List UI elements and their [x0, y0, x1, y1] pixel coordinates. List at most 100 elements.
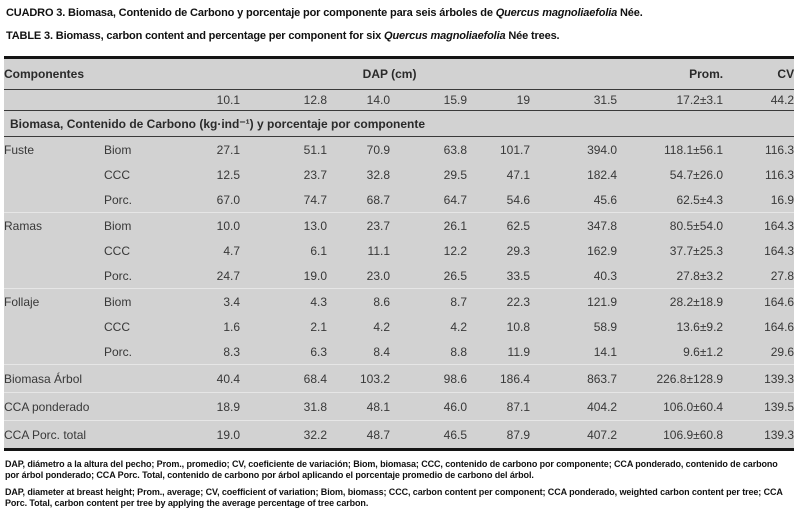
component-label	[4, 238, 104, 263]
prom-cell: 118.1±56.1	[664, 142, 724, 157]
prom-cell: 28.2±18.9	[617, 288, 724, 314]
value-cell: 182.4	[587, 167, 618, 182]
cv-cell: 164.3	[764, 243, 795, 258]
prom-cell: 226.8±128.9	[617, 364, 724, 393]
cv-cell: 164.3	[723, 212, 795, 238]
value-cell: 4.3	[240, 288, 328, 314]
value-cell: 19.0	[162, 420, 241, 450]
value-cell: 8.4	[373, 344, 391, 359]
table-row: CCC 1.6 2.1 4.2 4.2 10.8 58.9 13.6±9.2 1…	[4, 314, 794, 339]
value-cell: 45.6	[593, 192, 618, 207]
value-cell: 87.1	[467, 392, 531, 421]
prom-cell: 106.0±60.4	[617, 392, 724, 421]
value-cell: 23.7	[327, 212, 391, 238]
value-cell: 48.1	[327, 392, 391, 421]
value-cell: 11.9	[507, 344, 531, 359]
table-row-cca-weighted: CCA ponderado 18.9 31.8 48.1 46.0 87.1 4…	[4, 392, 795, 421]
cv-cell: 139.5	[723, 392, 795, 421]
value-cell: 14.1	[593, 344, 618, 359]
table-row: Porc. 67.0 74.7 68.7 64.7 54.6 45.6 62.5…	[4, 187, 794, 213]
component-label	[4, 187, 104, 213]
table-row: Follaje Biom 3.4 4.3 8.6 8.7 22.3 121.9 …	[4, 288, 795, 314]
value-cell: 4.2	[373, 319, 391, 334]
header-componentes: Componentes	[4, 57, 163, 90]
biomass-carbon-table: Componentes DAP (cm) Prom. CV 10.1 12.8 …	[4, 56, 795, 451]
value-cell: 74.7	[303, 192, 328, 207]
caption-english: TABLE 3. Biomass, carbon content and per…	[6, 30, 792, 43]
value-cell: 8.8	[450, 344, 468, 359]
measure-label: CCC	[104, 243, 130, 258]
value-cell: 68.7	[366, 192, 391, 207]
measure-label: CCC	[104, 167, 130, 182]
value-cell: 22.3	[467, 288, 531, 314]
caption-es-text: CUADRO 3. Biomasa, Contenido de Carbono …	[6, 7, 496, 19]
table-row-total-biomass: Biomasa Árbol 40.4 68.4 103.2 98.6 186.4…	[4, 364, 795, 393]
measure-label: Biom	[104, 212, 163, 238]
dap-prom-value: 17.2±3.1	[617, 89, 724, 111]
measure-label: CCC	[104, 319, 130, 334]
value-cell: 24.7	[216, 268, 241, 283]
dap-tree-value: 19	[467, 89, 531, 111]
cv-cell: 139.3	[723, 364, 795, 393]
component-label	[4, 339, 104, 365]
table-captions: CUADRO 3. Biomasa, Contenido de Carbono …	[0, 0, 798, 43]
species-name-italic: Quercus magnoliaefolia	[495, 7, 618, 19]
summary-label: CCA ponderado	[4, 392, 163, 421]
table-row-cca-percent-total: CCA Porc. total 19.0 32.2 48.7 46.5 87.9…	[4, 420, 795, 450]
species-name-italic: Quercus magnoliaefolia	[384, 30, 506, 42]
subheader-row: 10.1 12.8 14.0 15.9 19 31.5 17.2±3.1 44.…	[4, 89, 795, 111]
value-cell: 10.8	[506, 319, 531, 334]
value-cell: 407.2	[530, 420, 618, 450]
cv-cell: 116.3	[764, 167, 795, 182]
dap-tree-value: 15.9	[390, 89, 468, 111]
value-cell: 51.1	[303, 142, 328, 157]
component-label: Ramas	[4, 212, 104, 238]
dap-tree-value: 12.8	[240, 89, 328, 111]
table-row: Fuste Biom 27.1 51.1 70.9 63.8 101.7 394…	[4, 137, 794, 163]
value-cell: 29.5	[443, 167, 468, 182]
value-cell: 62.5	[467, 212, 531, 238]
value-cell: 6.1	[310, 243, 328, 258]
value-cell: 863.7	[530, 364, 618, 393]
value-cell: 87.9	[467, 420, 531, 450]
value-cell: 70.9	[366, 142, 391, 157]
value-cell: 12.2	[443, 243, 468, 258]
dap-tree-value: 31.5	[530, 89, 618, 111]
prom-cell: 37.7±25.3	[669, 243, 724, 258]
dap-cv-value: 44.2	[723, 89, 795, 111]
caption-en-suffix: Née trees.	[505, 30, 560, 42]
section-header-row: Biomasa, Contenido de Carbono (kg·ind⁻¹)…	[4, 110, 795, 137]
value-cell: 103.2	[327, 364, 391, 393]
header-row: Componentes DAP (cm) Prom. CV	[4, 57, 795, 90]
table-footnotes: DAP, diámetro a la altura del pecho; Pro…	[5, 459, 793, 509]
header-dap: DAP (cm)	[162, 57, 618, 90]
value-cell: 54.6	[506, 192, 531, 207]
value-cell: 40.4	[162, 364, 241, 393]
value-cell: 32.8	[366, 167, 391, 182]
value-cell: 394.0	[587, 142, 618, 157]
prom-cell: 80.5±54.0	[617, 212, 724, 238]
value-cell: 47.1	[506, 167, 531, 182]
cv-cell: 164.6	[723, 288, 795, 314]
value-cell: 63.8	[443, 142, 468, 157]
value-cell: 46.0	[390, 392, 468, 421]
prom-cell: 62.5±4.3	[676, 192, 724, 207]
value-cell: 3.4	[162, 288, 241, 314]
value-cell: 4.7	[223, 243, 241, 258]
value-cell: 23.0	[366, 268, 391, 283]
table-row: Porc. 8.3 6.3 8.4 8.8 11.9 14.1 9.6±1.2 …	[4, 339, 794, 365]
empty-cell	[4, 89, 163, 111]
value-cell: 26.5	[443, 268, 468, 283]
measure-label: Porc.	[104, 344, 133, 359]
caption-en-text: TABLE 3. Biomass, carbon content and per…	[6, 30, 385, 42]
value-cell: 29.3	[506, 243, 531, 258]
value-cell: 58.9	[593, 319, 618, 334]
value-cell: 40.3	[593, 268, 618, 283]
cv-cell: 164.6	[764, 319, 795, 334]
value-cell: 8.7	[390, 288, 468, 314]
value-cell: 67.0	[216, 192, 241, 207]
value-cell: 26.1	[390, 212, 468, 238]
value-cell: 27.1	[216, 142, 241, 157]
caption-es-suffix: Née.	[617, 7, 643, 19]
value-cell: 2.1	[310, 319, 328, 334]
